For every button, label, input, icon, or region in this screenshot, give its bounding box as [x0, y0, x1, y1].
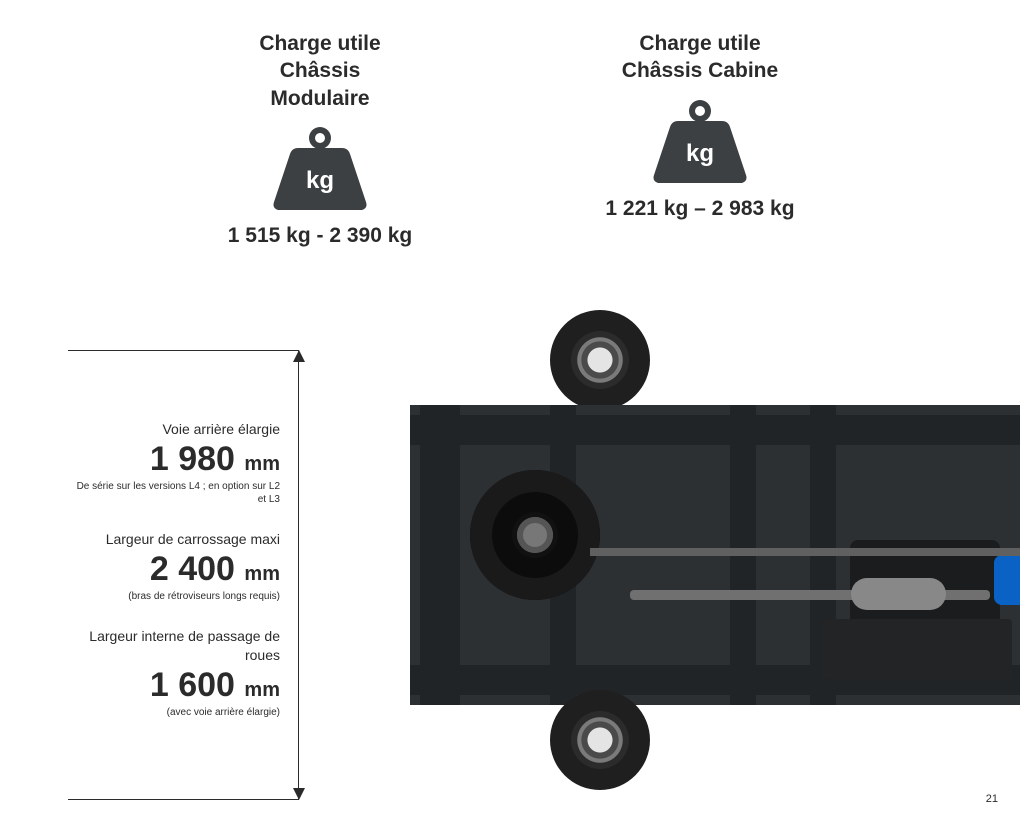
- spec-label: Largeur de carrossage maxi: [20, 530, 280, 548]
- tire-top-icon: [550, 310, 650, 410]
- weight-unit: kg: [306, 167, 334, 194]
- spec-note: (avec voie arrière élargie): [20, 706, 280, 719]
- payload-value: 1 221 kg – 2 983 kg: [605, 197, 794, 221]
- dimension-bracket: [280, 350, 320, 800]
- weight-unit: kg: [686, 140, 714, 167]
- page-number: 21: [986, 793, 998, 805]
- spec-value: 1 980 mm: [20, 442, 280, 476]
- weight-icon: kg: [270, 124, 370, 214]
- spec-passage-roues: Largeur interne de passage de roues 1 60…: [20, 627, 280, 718]
- spec-label: Voie arrière élargie: [20, 420, 280, 438]
- spec-value: 1 600 mm: [20, 668, 280, 702]
- chassis-illustration: [410, 320, 1020, 820]
- payload-col-cabine: Charge utile Châssis Cabine kg 1 221 kg …: [580, 30, 820, 248]
- tire-bottom-icon: [550, 690, 650, 790]
- spare-tire-icon: [470, 470, 600, 600]
- spec-note: De série sur les versions L4 ; en option…: [20, 480, 280, 506]
- specs-panel: Voie arrière élargie 1 980 mm De série s…: [20, 420, 280, 743]
- spec-voie-arriere: Voie arrière élargie 1 980 mm De série s…: [20, 420, 280, 506]
- muffler-icon: [851, 578, 946, 610]
- payload-title: Charge utile Châssis Cabine: [622, 30, 778, 85]
- weight-icon: kg: [650, 97, 750, 187]
- blue-cap-icon: [994, 555, 1020, 605]
- driveshaft-icon: [590, 548, 1020, 556]
- spec-label: Largeur interne de passage de roues: [20, 627, 280, 663]
- spec-carrossage: Largeur de carrossage maxi 2 400 mm (bra…: [20, 530, 280, 603]
- spec-note: (bras de rétroviseurs longs requis): [20, 590, 280, 603]
- payload-value: 1 515 kg - 2 390 kg: [228, 224, 412, 248]
- spec-value: 2 400 mm: [20, 552, 280, 586]
- payload-row: Charge utile Châssis Modulaire kg 1 515 …: [0, 30, 1020, 248]
- payload-title: Charge utile Châssis Modulaire: [259, 30, 380, 112]
- payload-col-modulaire: Charge utile Châssis Modulaire kg 1 515 …: [200, 30, 440, 248]
